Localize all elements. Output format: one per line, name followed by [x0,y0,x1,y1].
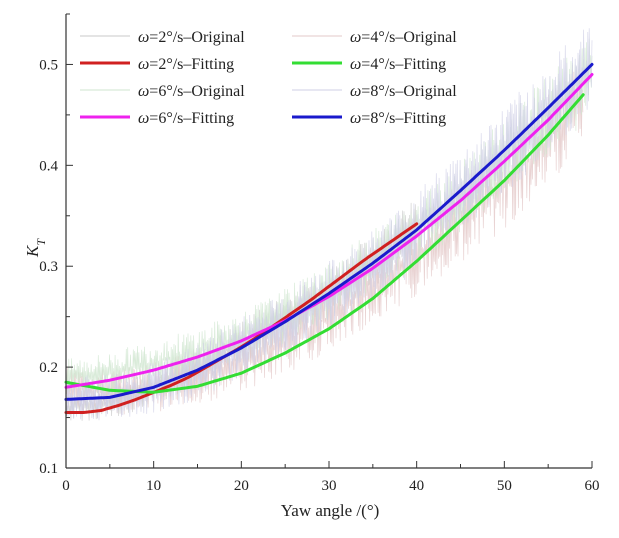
legend-label: ω=8°/s–Original [350,83,457,100]
y-tick-label: 0.1 [39,461,58,477]
legend-item-4-s-original: ω=4°/s–Original [292,29,457,46]
y-axis-title-text: KT [23,238,48,258]
legend-label: ω=4°/s–Original [350,29,457,46]
legend-label: ω=6°/s–Fitting [138,110,234,127]
series-8-s-fitting [64,62,594,401]
axes-layer: 0 10 20 30 40 50 60 0.1 0.2 0.3 0.4 0.5 [39,13,600,494]
series-line-2-s-fitting [64,222,419,414]
y-tick-label: 0.3 [39,259,58,275]
legend-label: ω=2°/s–Fitting [138,56,234,73]
legend-item-2-s-original: ω=2°/s–Original [80,29,245,46]
series-line-6-s-fitting [64,73,594,389]
legend-label: ω=2°/s–Original [138,29,245,46]
legend-item-6-s-original: ω=6°/s–Original [80,83,245,100]
y-tick-label: 0.5 [39,57,58,73]
x-tick-label: 0 [62,478,70,494]
x-tick-label: 20 [234,478,249,494]
series-line-4-s-fitting [64,93,585,394]
y-tick-label: 0.2 [39,360,58,376]
series-6-s-fitting [64,73,594,389]
fit-series-layer [64,62,594,414]
legend-label: ω=8°/s–Fitting [350,110,446,127]
legend-item-4-s-fitting: ω=4°/s–Fitting [292,56,446,73]
x-tick-label: 50 [497,478,512,494]
series-4-s-fitting [64,93,585,394]
x-tick-label: 60 [585,478,600,494]
legend-label: ω=6°/s–Original [138,83,245,100]
y-axis-title: KT [23,238,48,258]
legend-item-6-s-fitting: ω=6°/s–Fitting [80,110,234,127]
legend-label: ω=4°/s–Fitting [350,56,446,73]
legend-item-8-s-fitting: ω=8°/s–Fitting [292,110,446,127]
legend-item-2-s-fitting: ω=2°/s–Fitting [80,56,234,73]
legend: ω=2°/s–Original ω=2°/s–Fitting ω=4°/s–Orig… [80,29,457,127]
series-line-8-s-fitting [64,62,594,401]
series-2-s-fitting [64,222,419,414]
x-tick-label: 30 [322,478,337,494]
x-tick-label: 40 [409,478,424,494]
y-tick-label: 0.4 [39,158,58,174]
legend-item-8-s-original: ω=8°/s–Original [292,83,457,100]
x-axis-title: Yaw angle /(°) [281,501,380,520]
x-tick-label: 10 [146,478,161,494]
